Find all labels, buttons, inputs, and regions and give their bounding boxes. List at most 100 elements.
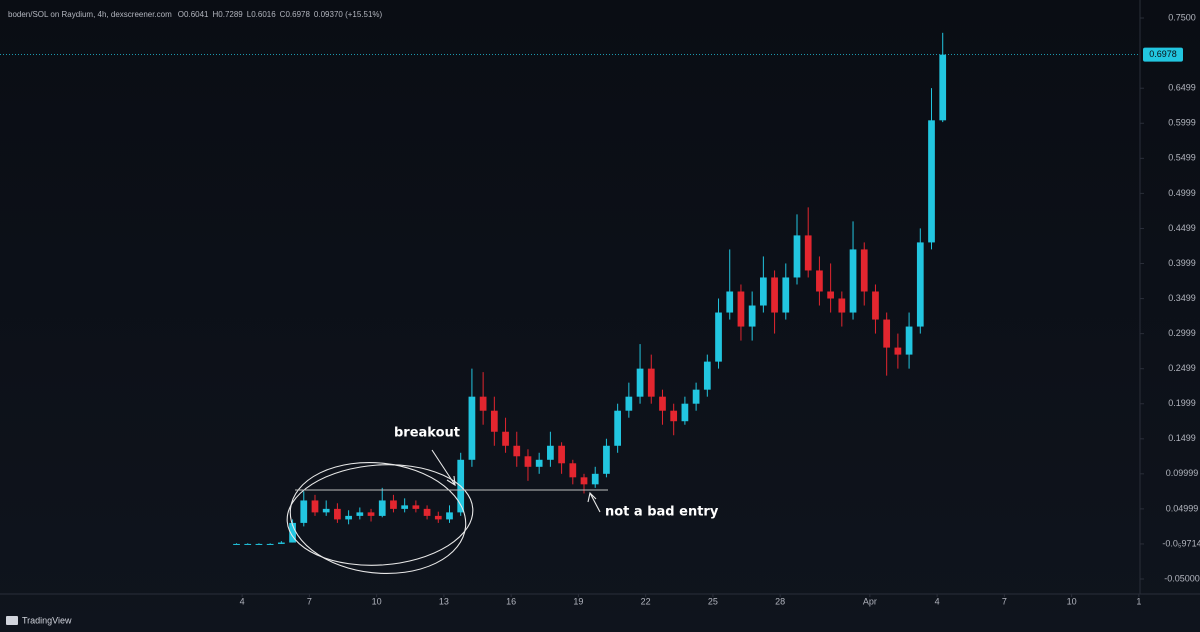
candle-body — [558, 445, 565, 464]
x-tick-label: 4 — [240, 596, 245, 606]
candle-body — [490, 410, 498, 432]
x-tick-label: 28 — [775, 596, 785, 606]
candle-body — [244, 543, 252, 545]
candle-body — [670, 410, 678, 422]
y-tick-label: -0.0₅9714 — [1162, 538, 1200, 548]
candle-body — [692, 389, 700, 404]
candle-body — [681, 403, 689, 422]
candle-body — [905, 326, 913, 355]
candle-body — [636, 368, 644, 397]
candle-body — [760, 277, 767, 306]
ohlc-high: H0.7289 — [213, 10, 244, 19]
x-tick-label: 10 — [1067, 596, 1077, 606]
legend-header: boden/SOL on Raydium, 4h, dexscreener.co… — [8, 10, 383, 19]
candle-body — [715, 312, 722, 362]
x-tick-label: 10 — [372, 596, 382, 606]
y-tick-label: -0.05000 — [1164, 573, 1200, 583]
y-tick-label: 0.7500 — [1168, 12, 1196, 22]
candle-body — [446, 512, 453, 520]
y-tick-label: 0.09999 — [1166, 468, 1199, 478]
candle-body — [569, 463, 577, 478]
candle-body — [367, 512, 375, 516]
candle-body — [378, 500, 386, 516]
candle-body — [849, 249, 857, 313]
candle-body — [423, 508, 431, 516]
candle-body — [266, 543, 274, 545]
candle-body — [939, 54, 947, 121]
last-price-box — [1143, 47, 1183, 62]
candle-body — [804, 235, 812, 271]
x-tick-label: 19 — [573, 596, 583, 606]
symbol: boden/SOL on Raydium, 4h, dexscreener.co… — [8, 10, 172, 19]
candle-body — [703, 361, 711, 390]
candle-body — [816, 270, 823, 292]
drawings — [286, 449, 608, 575]
x-tick-label: 13 — [439, 596, 449, 606]
candle-body — [659, 396, 666, 411]
ohlc-open: O0.6041 — [178, 10, 209, 19]
annotation: not a bad entry — [605, 505, 719, 520]
candle-body — [289, 522, 296, 543]
x-tick-label: 25 — [708, 596, 718, 606]
ohlc-change: 0.09370 (+15.51%) — [314, 10, 383, 19]
x-tick-label: 7 — [1002, 596, 1007, 606]
y-tick-label: 0.4499 — [1168, 223, 1196, 233]
arrow — [431, 449, 456, 487]
x-tick-label: 4 — [935, 596, 940, 606]
candle-body — [322, 508, 330, 513]
candle-body — [255, 543, 263, 545]
candle-body — [872, 291, 879, 320]
y-tick-label: 0.6499 — [1168, 83, 1196, 93]
candle-body — [412, 505, 420, 509]
candle-body — [726, 291, 734, 313]
candle-body — [513, 445, 521, 457]
candle-body — [771, 277, 778, 313]
y-tick-label: 0.3999 — [1168, 258, 1196, 268]
candle-body — [356, 512, 364, 516]
candle-body — [838, 298, 846, 313]
candle-body — [434, 515, 442, 520]
candle-body — [401, 505, 409, 509]
annotation: breakout — [394, 426, 460, 441]
y-tick-label: 0.4999 — [1168, 188, 1196, 198]
ohlc-low: L0.6016 — [247, 10, 276, 19]
candle-body — [625, 396, 633, 411]
x-tick-label: 22 — [641, 596, 651, 606]
candle-body — [334, 508, 341, 520]
candle-body — [311, 500, 319, 513]
candle-body — [647, 368, 655, 397]
candle-body — [614, 410, 622, 446]
candle-body — [547, 445, 554, 460]
candle-body — [390, 500, 397, 509]
candle-body — [860, 249, 868, 292]
candle-body — [603, 445, 610, 474]
candle-body — [782, 277, 790, 313]
candle-body — [535, 459, 543, 467]
candle-body — [277, 542, 285, 544]
y-tick-label: 0.04999 — [1166, 503, 1199, 513]
candle-body — [233, 543, 240, 545]
y-tick-label: 0.1999 — [1168, 398, 1196, 408]
y-tick-label: 0.2499 — [1168, 363, 1196, 373]
candle-body — [793, 235, 801, 278]
arrow — [587, 491, 601, 513]
candle-body — [479, 396, 487, 411]
candle-body — [894, 347, 902, 355]
ohlc-close: C0.6978 — [280, 10, 311, 19]
brand-logo — [6, 616, 18, 625]
candle-body — [591, 473, 599, 485]
circle-drawing — [289, 461, 467, 575]
candle-body — [827, 291, 834, 299]
brand: TradingView — [6, 615, 72, 625]
last-price-label: 0.6978 — [1149, 49, 1177, 59]
y-tick-label: 0.3499 — [1168, 293, 1196, 303]
circle-drawing — [286, 464, 474, 566]
candle-body — [345, 515, 352, 520]
brand-name: TradingView — [22, 615, 72, 625]
candle-body — [524, 456, 532, 467]
candle-body — [883, 319, 891, 348]
y-tick-label: 0.2999 — [1168, 328, 1196, 338]
